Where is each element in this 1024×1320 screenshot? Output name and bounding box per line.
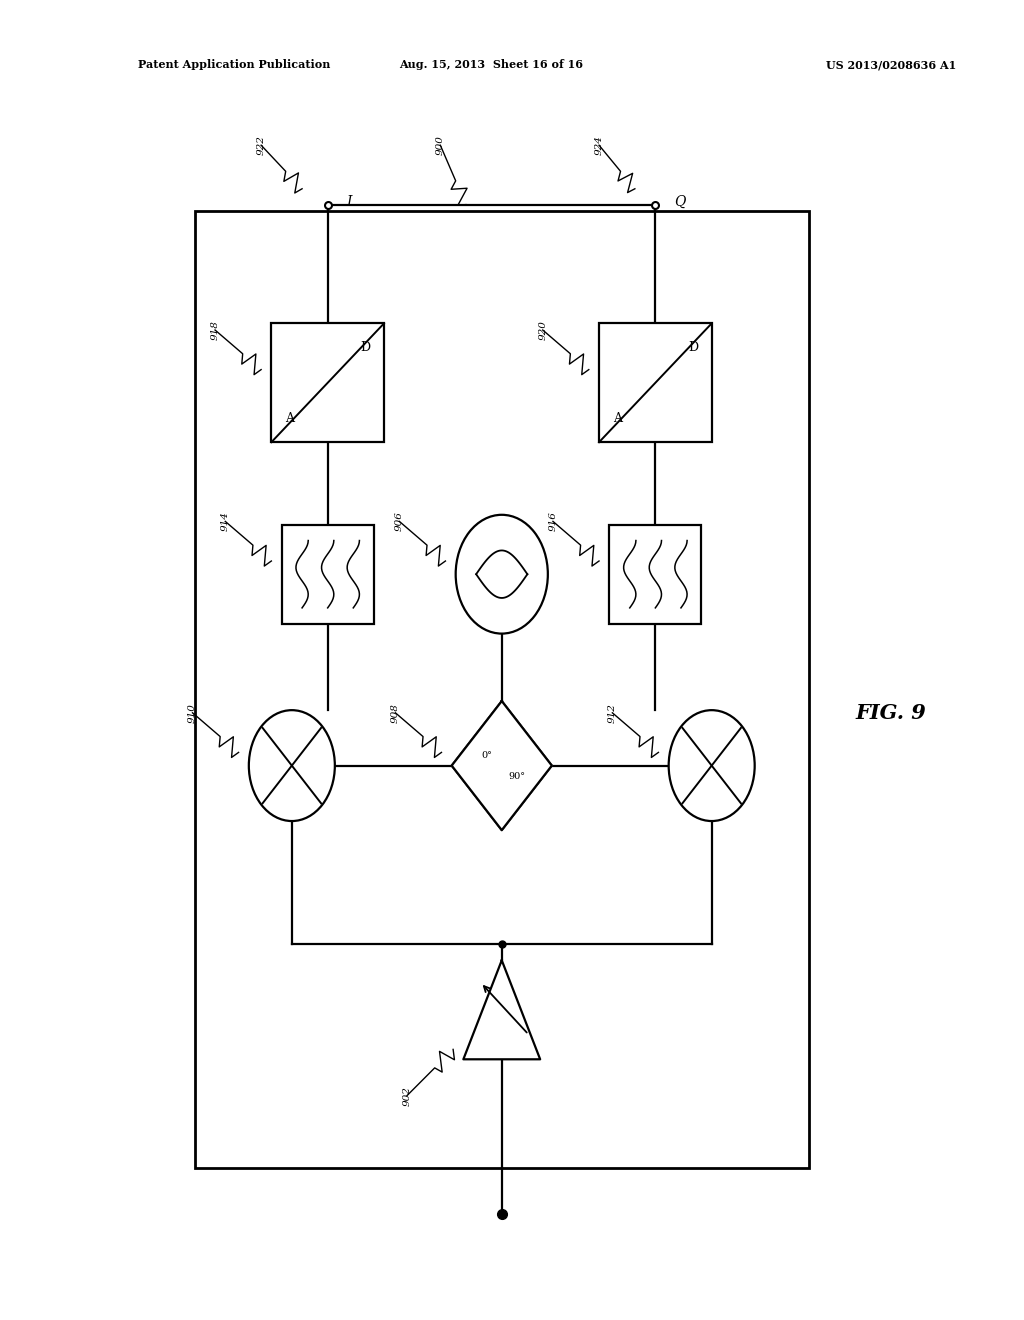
Text: FIG. 9: FIG. 9	[855, 702, 927, 723]
Text: A: A	[286, 412, 294, 425]
Text: 0°: 0°	[481, 751, 492, 759]
Bar	[599, 323, 712, 442]
Bar	[609, 525, 701, 624]
Text: 906: 906	[395, 511, 403, 532]
Text: Q: Q	[674, 195, 685, 209]
Text: 912: 912	[608, 702, 616, 723]
Text: 910: 910	[188, 702, 197, 723]
Text: Aug. 15, 2013  Sheet 16 of 16: Aug. 15, 2013 Sheet 16 of 16	[399, 59, 584, 70]
Text: 900: 900	[436, 135, 444, 156]
Text: 914: 914	[221, 511, 229, 532]
Bar	[195, 211, 809, 1168]
Bar	[271, 323, 384, 442]
Circle shape	[669, 710, 755, 821]
Text: 924: 924	[595, 135, 603, 156]
Text: I: I	[346, 195, 351, 209]
Text: US 2013/0208636 A1: US 2013/0208636 A1	[825, 59, 956, 70]
Polygon shape	[463, 961, 541, 1059]
Text: D: D	[688, 341, 698, 354]
Polygon shape	[452, 701, 552, 830]
Circle shape	[249, 710, 335, 821]
Text: 902: 902	[402, 1085, 412, 1106]
Text: 916: 916	[549, 511, 557, 532]
Text: Patent Application Publication: Patent Application Publication	[138, 59, 331, 70]
Text: 920: 920	[539, 319, 547, 341]
Text: 922: 922	[257, 135, 265, 156]
Text: D: D	[360, 341, 371, 354]
Text: 908: 908	[391, 702, 400, 723]
Circle shape	[456, 515, 548, 634]
Bar	[282, 525, 374, 624]
Text: A: A	[613, 412, 622, 425]
Text: 918: 918	[211, 319, 219, 341]
Text: 90°: 90°	[509, 772, 525, 780]
